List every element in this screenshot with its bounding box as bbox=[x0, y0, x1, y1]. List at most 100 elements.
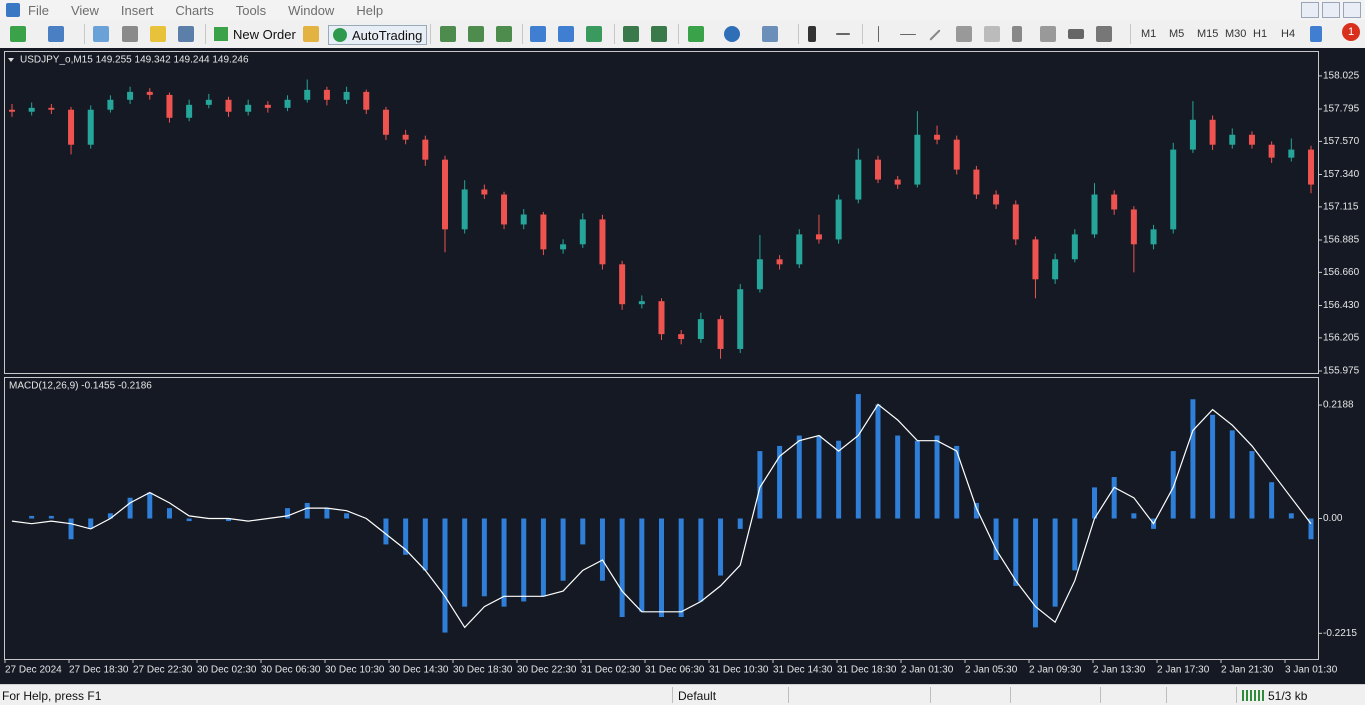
x-tick-label: 30 Dec 22:30 bbox=[517, 665, 577, 676]
candle-body bbox=[1288, 149, 1295, 158]
histogram-bar bbox=[954, 445, 960, 519]
templates-icon[interactable] bbox=[762, 26, 778, 42]
rectangle-icon[interactable] bbox=[1068, 29, 1084, 39]
x-tick-label: 31 Dec 18:30 bbox=[837, 665, 897, 676]
terminal-icon[interactable] bbox=[178, 26, 194, 42]
restore-button[interactable] bbox=[1322, 2, 1340, 18]
notification-badge[interactable]: 1 bbox=[1342, 23, 1360, 41]
vline-icon[interactable] bbox=[878, 26, 879, 42]
text-icon[interactable] bbox=[1012, 26, 1022, 42]
candle-body bbox=[323, 89, 330, 100]
candle-body bbox=[894, 179, 901, 185]
channel-icon[interactable] bbox=[956, 26, 972, 42]
y-tick-label: -0.2215 bbox=[1323, 628, 1357, 639]
metaeditor-icon[interactable] bbox=[303, 26, 319, 42]
timeframe-button[interactable]: M1 bbox=[1141, 28, 1157, 40]
timeframe-button[interactable]: H4 bbox=[1281, 28, 1296, 40]
x-tick-label: 30 Dec 06:30 bbox=[261, 665, 321, 676]
candle-body bbox=[737, 289, 744, 349]
timeframe-button[interactable]: H1 bbox=[1253, 28, 1268, 40]
minimize-button[interactable] bbox=[1301, 2, 1319, 18]
periods-icon[interactable] bbox=[724, 26, 740, 42]
data-window-icon[interactable] bbox=[122, 26, 138, 42]
candle-chart-icon[interactable] bbox=[468, 26, 484, 42]
navigator-icon[interactable] bbox=[150, 26, 166, 42]
x-tick-label: 2 Jan 13:30 bbox=[1093, 665, 1146, 676]
profiles-icon[interactable] bbox=[48, 26, 64, 42]
histogram-bar bbox=[698, 518, 704, 602]
timeframe-button[interactable]: M5 bbox=[1169, 28, 1185, 40]
candle-body bbox=[560, 244, 567, 250]
candle-body bbox=[1052, 259, 1059, 280]
panel-title: MACD(12,26,9) -0.1455 -0.2186 bbox=[9, 381, 152, 392]
histogram-bar bbox=[1229, 430, 1235, 519]
candle-body bbox=[934, 134, 941, 140]
menu-item[interactable]: Tools bbox=[235, 2, 267, 18]
x-tick-label: 2 Jan 01:30 bbox=[901, 665, 954, 676]
histogram-bar bbox=[580, 518, 586, 545]
candle-body bbox=[245, 104, 252, 112]
fibo-icon[interactable] bbox=[984, 26, 1000, 42]
candle-body bbox=[146, 91, 153, 95]
separator bbox=[798, 24, 799, 44]
y-tick-label: 157.340 bbox=[1323, 169, 1360, 180]
candle-body bbox=[599, 219, 606, 265]
menu-item[interactable]: Help bbox=[356, 2, 384, 18]
histogram-bar bbox=[639, 518, 645, 612]
x-tick-label: 31 Dec 02:30 bbox=[581, 665, 641, 676]
trendline-icon[interactable] bbox=[929, 29, 941, 41]
autotrading-button[interactable]: AutoTrading bbox=[328, 25, 428, 45]
timeframe-button[interactable]: M15 bbox=[1197, 28, 1219, 40]
autotrading-label: AutoTrading bbox=[352, 27, 423, 43]
y-tick-label: 156.660 bbox=[1323, 267, 1360, 278]
market-watch-icon[interactable] bbox=[93, 26, 109, 42]
line-chart-icon[interactable] bbox=[496, 26, 512, 42]
x-tick-label: 30 Dec 10:30 bbox=[325, 665, 385, 676]
histogram-bar bbox=[895, 435, 901, 519]
autoscroll-icon[interactable] bbox=[623, 26, 639, 42]
close-button[interactable] bbox=[1343, 2, 1361, 18]
menu-item[interactable]: File bbox=[28, 2, 49, 18]
histogram-bar bbox=[1111, 477, 1117, 519]
help-text: For Help, press F1 bbox=[2, 689, 102, 703]
tile-icon[interactable] bbox=[586, 26, 602, 42]
y-tick-label: 156.885 bbox=[1323, 235, 1360, 246]
menu-item[interactable]: Charts bbox=[175, 2, 214, 18]
candle-body bbox=[68, 109, 75, 145]
candle-body bbox=[875, 159, 881, 180]
candle-body bbox=[422, 139, 429, 160]
menu-item[interactable]: View bbox=[70, 2, 99, 18]
collapse-arrow[interactable] bbox=[8, 58, 14, 62]
candle-body bbox=[402, 134, 409, 140]
menu-item[interactable]: Insert bbox=[120, 2, 154, 18]
indicators-icon[interactable] bbox=[688, 26, 704, 42]
timeframe-button[interactable]: M30 bbox=[1225, 28, 1247, 40]
candle-body bbox=[678, 334, 685, 340]
arrows-icon[interactable] bbox=[1096, 26, 1112, 42]
zoom-out-icon[interactable] bbox=[558, 26, 574, 42]
histogram-bar bbox=[68, 518, 74, 540]
separator bbox=[84, 24, 85, 44]
histogram-bar bbox=[659, 518, 664, 618]
histogram-bar bbox=[304, 502, 310, 519]
search-icon[interactable] bbox=[1310, 26, 1322, 42]
bar-chart-icon[interactable] bbox=[440, 26, 456, 42]
x-tick-label: 27 Dec 2024 bbox=[5, 665, 62, 676]
toolbar: New Order AutoTrading 1 M1 M5 M15 M30 H1 H4 bbox=[0, 20, 1365, 49]
chart-shift-icon[interactable] bbox=[651, 26, 667, 42]
cursor-icon[interactable] bbox=[808, 26, 816, 42]
new-order-button[interactable]: New Order bbox=[214, 25, 296, 43]
candle-body bbox=[1012, 204, 1019, 240]
hline-icon[interactable] bbox=[900, 34, 916, 35]
label-icon[interactable] bbox=[1040, 26, 1056, 42]
y-tick-label: 157.115 bbox=[1323, 202, 1359, 213]
histogram-bar bbox=[796, 435, 802, 519]
histogram-bar bbox=[934, 435, 940, 519]
menu-item[interactable]: Window bbox=[288, 2, 335, 18]
crosshair-icon[interactable] bbox=[836, 33, 850, 35]
zoom-in-icon[interactable] bbox=[530, 26, 546, 42]
histogram-bar bbox=[973, 502, 979, 519]
histogram-bar bbox=[1032, 518, 1038, 628]
candle-body bbox=[343, 91, 350, 100]
new-chart-icon[interactable] bbox=[10, 26, 26, 42]
